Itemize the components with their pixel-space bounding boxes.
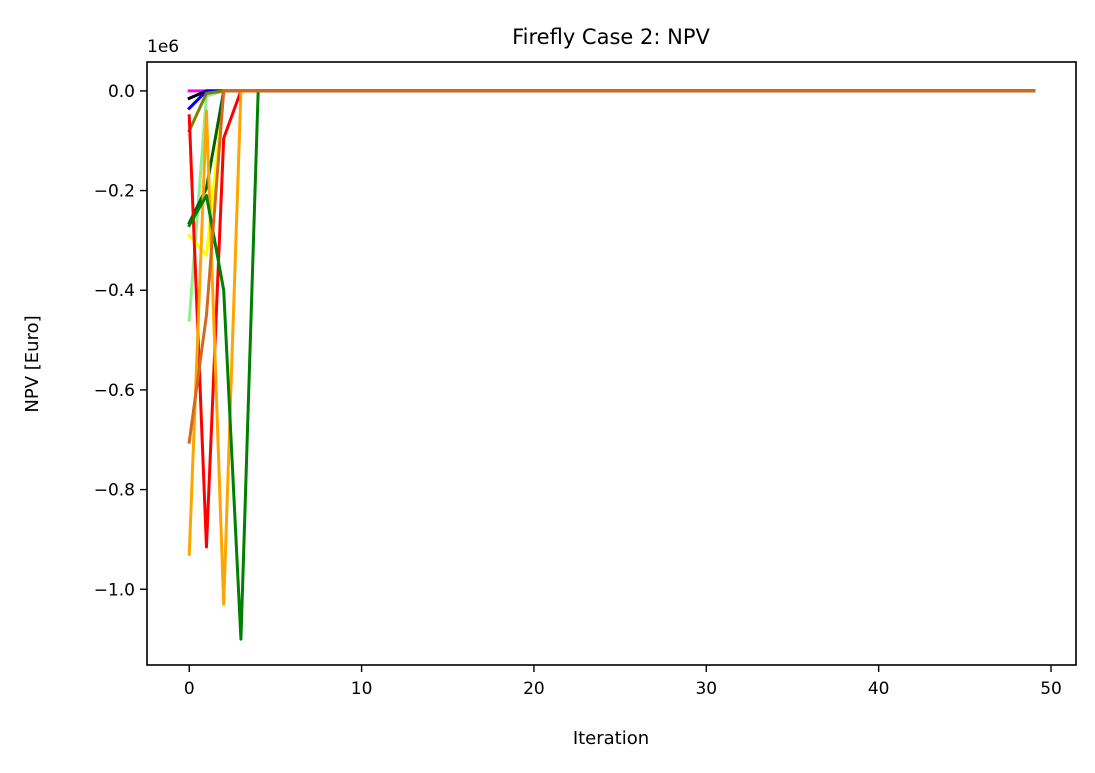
series-line-10 (187, 89, 1036, 641)
y-tick-label: 0.0 (108, 82, 135, 102)
x-axis-label: Iteration (573, 728, 649, 749)
x-tick-label: 20 (523, 679, 545, 699)
series-line-6 (187, 89, 1036, 225)
x-tick-label: 50 (1040, 679, 1062, 699)
series-line-5 (187, 89, 1036, 257)
x-tick-label: 30 (695, 679, 717, 699)
series-line-4 (187, 89, 1036, 322)
series-line-8 (187, 89, 1036, 549)
x-tick-label: 10 (351, 679, 373, 699)
y-tick-label: −0.8 (94, 481, 135, 501)
y-tick-label: −0.2 (94, 182, 135, 202)
y-tick-label: −1.0 (94, 580, 135, 600)
x-tick-label: 40 (868, 679, 890, 699)
y-axis-label: NPV [Euro] (22, 315, 43, 412)
axes-layer: 0 10 20 30 40 50 0.0 −0.2 −0.4 −0.6 −0.8 −1.0 (94, 61, 1077, 699)
series-line-11 (187, 89, 1036, 444)
y-offset-label: 1e6 (147, 37, 179, 57)
chart-title: Firefly Case 2: NPV (512, 25, 710, 49)
y-tick-label: −0.4 (94, 281, 135, 301)
y-tick-label: −0.6 (94, 381, 135, 401)
plot-frame (146, 61, 1077, 666)
series-line-7 (187, 89, 1036, 133)
x-tick-label: 0 (184, 679, 195, 699)
series-layer (187, 89, 1036, 641)
series-line-9 (187, 89, 1036, 606)
series-line-3 (187, 89, 1036, 111)
